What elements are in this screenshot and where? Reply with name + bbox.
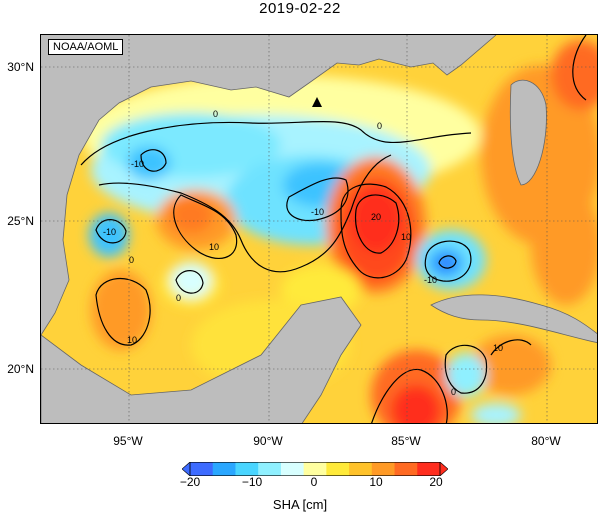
colorbar-tick-0: 0 bbox=[310, 475, 318, 489]
colorbar-segment bbox=[190, 462, 214, 476]
colorbar-tick-minus20: −20 bbox=[179, 475, 201, 489]
colorbar-segment bbox=[349, 462, 373, 476]
colorbar-low-arrow bbox=[181, 461, 191, 477]
colorbar-border bbox=[189, 462, 441, 476]
svg-text:0: 0 bbox=[129, 255, 134, 265]
lon-tick-80w: 80°W bbox=[531, 434, 561, 448]
svg-text:10: 10 bbox=[127, 335, 137, 345]
sha-color-field: 0 0 -10 -10 -10 10 0 10 20 10 -10 10 0 0 bbox=[41, 35, 597, 423]
svg-text:0: 0 bbox=[176, 293, 181, 303]
svg-text:0: 0 bbox=[213, 109, 218, 119]
svg-text:-10: -10 bbox=[424, 275, 437, 285]
colorbar-tick-minus10: −10 bbox=[241, 475, 263, 489]
colorbar-high-arrow bbox=[439, 461, 449, 477]
contour-labels: 0 0 -10 -10 -10 10 0 10 20 10 -10 10 0 0 bbox=[103, 109, 503, 397]
svg-text:10: 10 bbox=[209, 242, 219, 252]
cuba-land bbox=[430, 294, 597, 343]
colorbar-segment bbox=[417, 462, 441, 476]
svg-text:-10: -10 bbox=[311, 207, 324, 217]
colorbar-tick-20: 20 bbox=[429, 475, 443, 489]
coastline bbox=[41, 35, 497, 336]
yucatan-land bbox=[41, 296, 362, 423]
colorbar-segment bbox=[258, 462, 282, 476]
source-badge: NOAA/AOML bbox=[48, 39, 124, 55]
colorbar-segment bbox=[212, 462, 236, 476]
svg-text:20: 20 bbox=[371, 212, 381, 222]
lat-tick-30n: 30°N bbox=[7, 60, 34, 74]
lon-tick-90w: 90°W bbox=[253, 434, 283, 448]
svg-text:10: 10 bbox=[401, 232, 411, 242]
svg-text:-10: -10 bbox=[131, 159, 144, 169]
colorbar-tick-10: 10 bbox=[369, 475, 383, 489]
map-title: 2019-02-22 bbox=[259, 0, 341, 17]
lat-tick-25n: 25°N bbox=[7, 214, 34, 228]
colorbar-segment bbox=[280, 462, 305, 476]
colorbar-segment bbox=[394, 462, 418, 476]
colorbar-segment bbox=[326, 462, 350, 476]
svg-text:0: 0 bbox=[451, 387, 456, 397]
station-triangle-icon bbox=[312, 97, 322, 107]
colorbar-label: SHA [cm] bbox=[272, 497, 328, 512]
colorbar-ramp bbox=[181, 461, 449, 477]
colorbar-segment bbox=[371, 462, 396, 476]
svg-text:-10: -10 bbox=[103, 227, 116, 237]
svg-text:10: 10 bbox=[493, 343, 503, 353]
florida-land bbox=[509, 79, 547, 186]
colorbar-segment bbox=[235, 462, 259, 476]
sha-contours bbox=[80, 35, 587, 423]
map-canvas: 0 0 -10 -10 -10 10 0 10 20 10 -10 10 0 0 bbox=[41, 35, 597, 423]
colorbar-segment bbox=[303, 462, 327, 476]
lat-tick-20n: 20°N bbox=[7, 362, 34, 376]
svg-text:0: 0 bbox=[377, 121, 382, 131]
graticule bbox=[41, 35, 597, 423]
lon-tick-95w: 95°W bbox=[113, 434, 143, 448]
lon-tick-85w: 85°W bbox=[391, 434, 421, 448]
colorbar bbox=[181, 461, 449, 477]
sea-height-anomaly-map: 0 0 -10 -10 -10 10 0 10 20 10 -10 10 0 0 bbox=[40, 34, 598, 424]
